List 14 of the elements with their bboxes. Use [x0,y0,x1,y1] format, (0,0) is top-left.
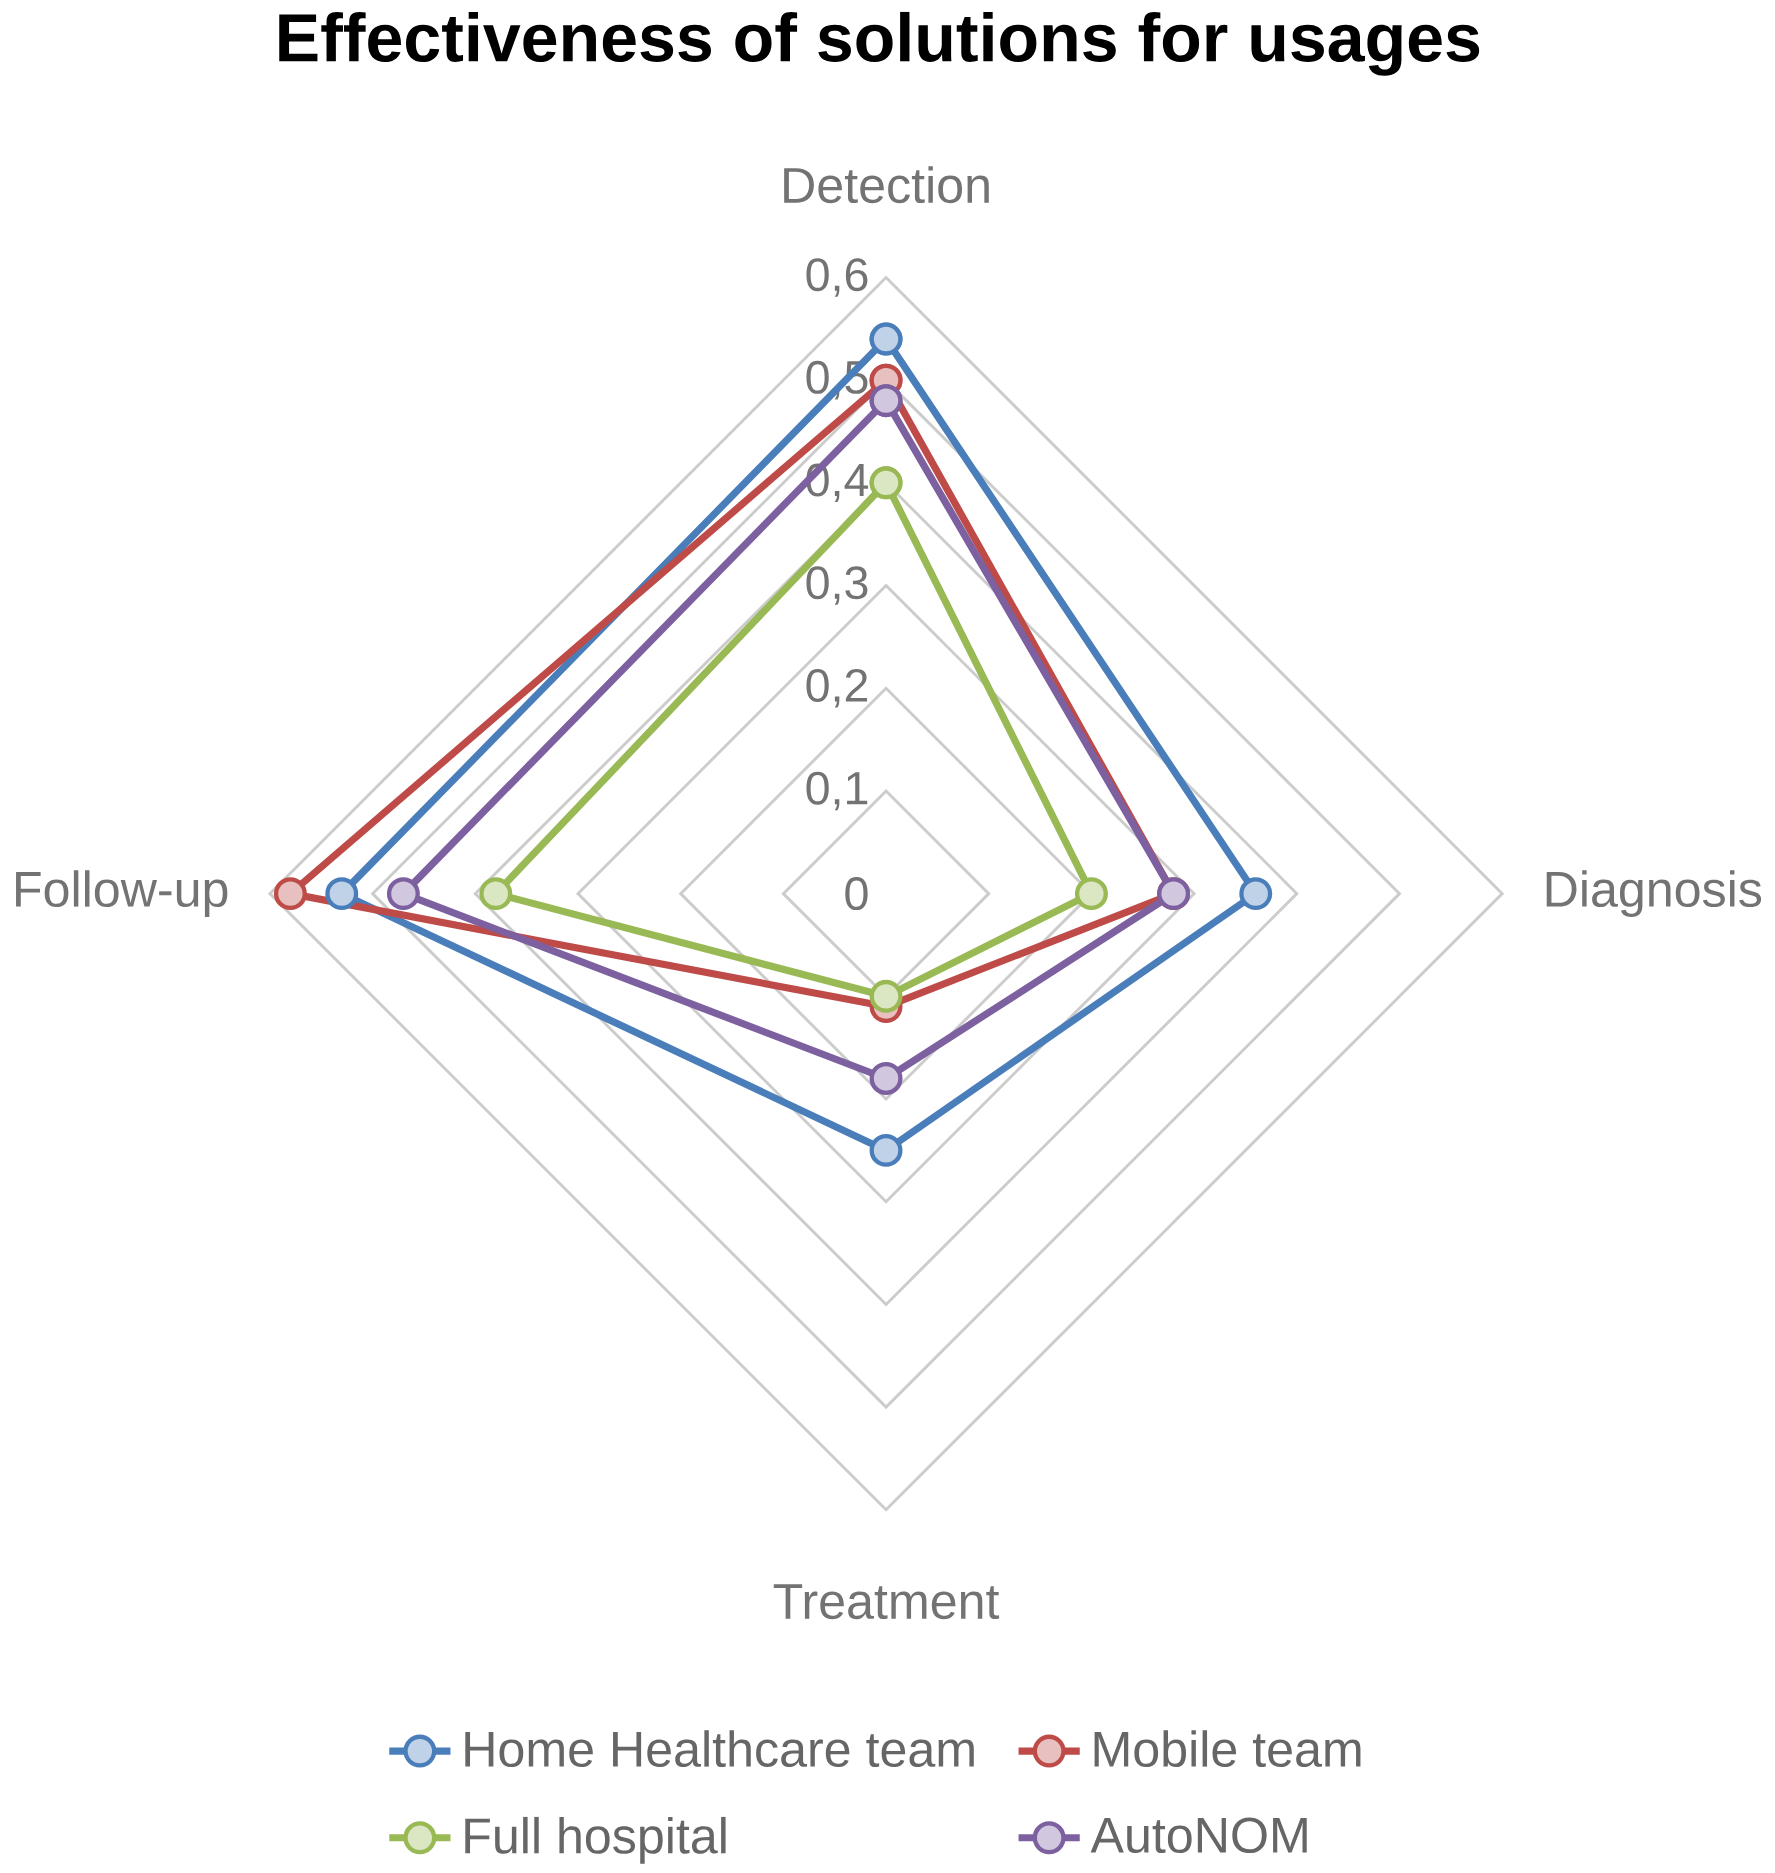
y-tick-label: 0,2 [806,668,868,708]
legend-label: Full hospital [465,1816,726,1864]
y-tick-label: 0,3 [806,566,868,605]
spoke-label: Diagnosis [1546,870,1762,918]
y-tick-label: 0,6 [806,258,868,297]
y-tick-label: 0 [845,877,868,911]
spoke-label: Treatment [773,1584,1000,1620]
chart-title: Effectiveness of solutions for usages [279,11,1480,76]
spoke-label: Detection [784,166,989,204]
legend-label: Mobile team [1094,1730,1361,1768]
legend-label: Home Healthcare team [465,1730,974,1768]
legend-label: AutoNOM [1090,1817,1307,1854]
y-tick-label: 0,1 [806,771,868,811]
spoke-label: Follow-up [16,870,228,918]
